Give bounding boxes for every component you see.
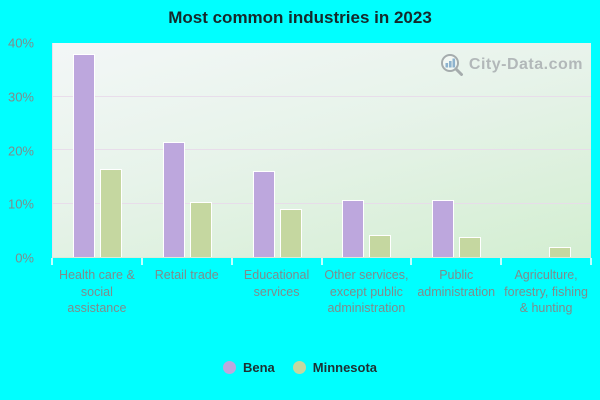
x-category-label: Educational services <box>243 268 310 299</box>
bar-bena <box>252 171 275 257</box>
gridline <box>53 202 591 204</box>
legend-item-minnesota: Minnesota <box>292 360 378 375</box>
legend: Bena Minnesota <box>0 360 600 375</box>
y-tick-label: 0% <box>15 250 34 266</box>
axis-tick <box>320 258 323 265</box>
legend-swatch-minnesota <box>292 361 306 374</box>
bars-layer <box>53 43 591 257</box>
legend-label-bena: Bena <box>242 360 275 375</box>
bar-group <box>412 43 502 257</box>
axis-ticks <box>51 258 592 266</box>
bar-bena <box>432 199 455 257</box>
bar-group <box>143 43 233 257</box>
bar-bena <box>163 141 185 257</box>
bar-minnesota <box>369 234 392 257</box>
magnifier-bar-chart-icon <box>440 54 463 76</box>
axis-tick <box>140 258 143 265</box>
y-tick-label: 10% <box>7 196 34 212</box>
bar-group <box>53 43 143 257</box>
y-axis-labels: 0% 10% 20% 30% 40% <box>0 36 40 266</box>
x-category-label: Public administration <box>417 268 496 299</box>
x-category-label: Other services, except public administra… <box>324 268 409 316</box>
axis-tick <box>500 258 503 265</box>
legend-label-minnesota: Minnesota <box>312 360 378 375</box>
bar-bena <box>342 199 365 257</box>
gridline <box>53 95 591 97</box>
watermark: City-Data.com <box>439 52 583 78</box>
axis-tick <box>590 258 592 265</box>
chart-title: Most common industries in 2023 <box>168 8 432 27</box>
bar-minnesota <box>548 247 571 257</box>
bar-minnesota <box>100 168 123 257</box>
watermark-text: City-Data.com <box>468 56 583 73</box>
y-tick-label: 20% <box>7 143 34 158</box>
x-category-label: Retail trade <box>154 268 219 282</box>
bar-group <box>501 43 591 257</box>
legend-item-bena: Bena <box>222 360 275 375</box>
bar-minnesota <box>459 237 482 257</box>
plot-area: City-Data.com <box>52 43 591 258</box>
x-axis-labels: Health care & social assistance Retail tr… <box>52 267 591 317</box>
bar-minnesota <box>190 201 212 257</box>
x-category-label: Agriculture, forestry, fishing & hunting <box>504 268 588 316</box>
bar-group <box>232 43 322 257</box>
y-tick-label: 30% <box>7 89 34 105</box>
legend-swatch-bena <box>222 361 236 374</box>
bar-bena <box>73 53 96 257</box>
x-category-label: Health care & social assistance <box>59 268 135 316</box>
gridline <box>53 149 591 150</box>
y-tick-label: 40% <box>7 35 34 51</box>
axis-tick <box>410 258 413 265</box>
bar-minnesota <box>279 208 302 257</box>
axis-tick <box>230 258 233 265</box>
axis-tick <box>51 258 53 265</box>
bar-group <box>322 43 412 257</box>
